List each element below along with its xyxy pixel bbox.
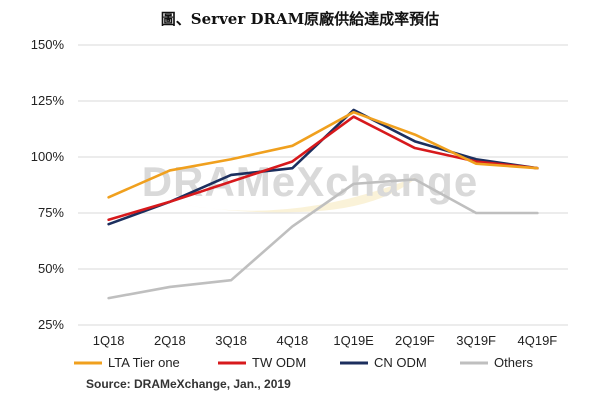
x-tick-label: 4Q18	[276, 333, 308, 348]
y-tick-label: 150%	[31, 37, 65, 52]
y-axis-ticks: 25% 50% 75% 100% 125% 150%	[31, 37, 65, 332]
legend-label: CN ODM	[374, 355, 427, 370]
x-axis-ticks: 1Q18 2Q18 3Q18 4Q18 1Q19E 2Q19F 3Q19F 4Q19F	[93, 333, 558, 348]
y-tick-label: 50%	[38, 261, 64, 276]
legend-label: Others	[494, 355, 534, 370]
x-tick-label: 3Q18	[215, 333, 247, 348]
x-tick-label: 4Q19F	[518, 333, 558, 348]
x-tick-label: 2Q18	[154, 333, 186, 348]
watermark-swoosh	[185, 175, 420, 213]
chart-title: 圖、Server DRAM原廠供給達成率預估	[161, 10, 439, 28]
legend-label: TW ODM	[252, 355, 306, 370]
legend: LTA Tier one TW ODM CN ODM Others	[74, 355, 534, 370]
gridlines	[78, 44, 568, 326]
series-line-0	[107, 110, 539, 199]
y-tick-label: 100%	[31, 149, 65, 164]
y-tick-label: 25%	[38, 317, 64, 332]
series-lines	[107, 108, 539, 300]
source-note: Source: DRAMeXchange, Jan., 2019	[86, 377, 291, 391]
x-tick-label: 3Q19F	[456, 333, 496, 348]
x-tick-label: 1Q18	[93, 333, 125, 348]
y-tick-label: 125%	[31, 93, 65, 108]
series-line-3	[107, 178, 539, 300]
legend-label: LTA Tier one	[108, 355, 180, 370]
x-tick-label: 2Q19F	[395, 333, 435, 348]
y-tick-label: 75%	[38, 205, 64, 220]
x-tick-label: 1Q19E	[333, 333, 374, 348]
